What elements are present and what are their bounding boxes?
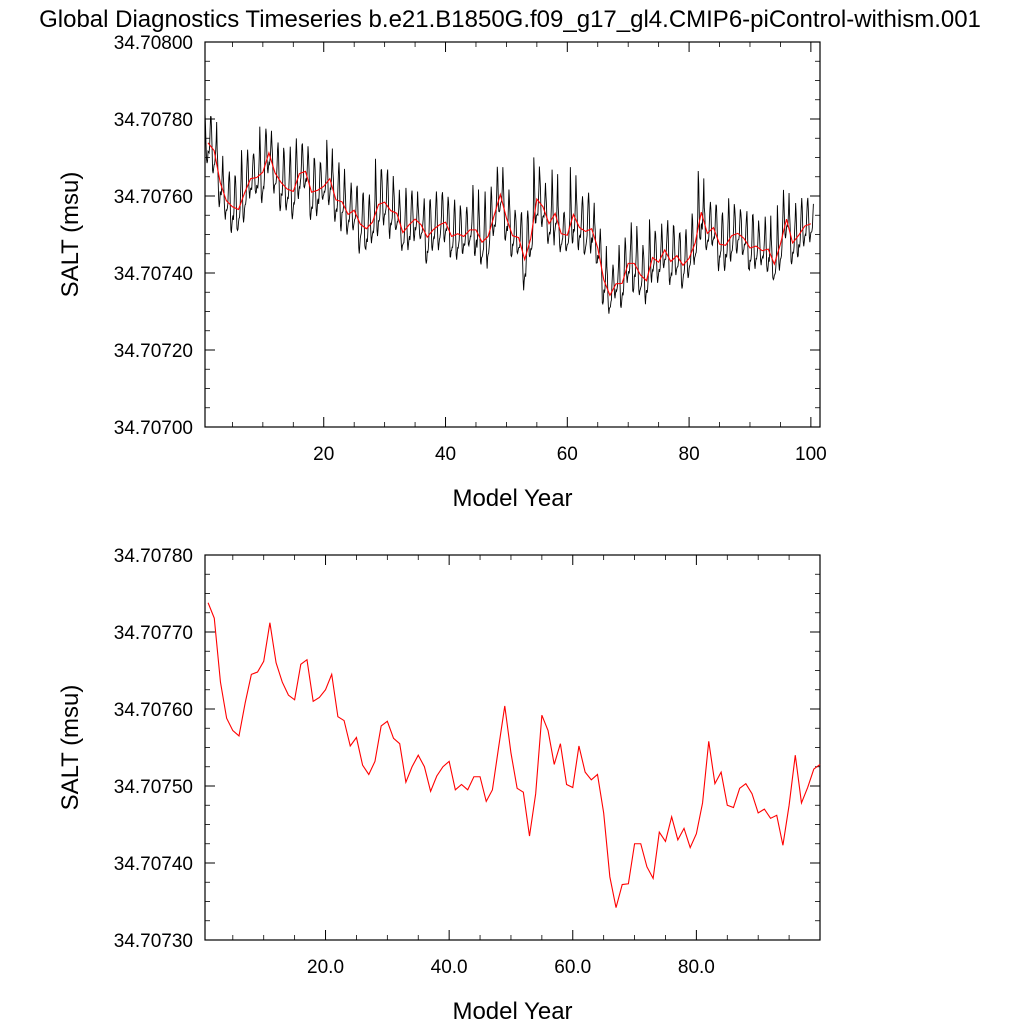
monthly-series-line: [204, 112, 814, 314]
top-panel: 34.70700 34.70720 34.70740 34.70760 34.70780…: [57, 33, 827, 512]
y-tick-label: 34.70760: [114, 700, 193, 721]
x-tick-label: 80: [679, 444, 700, 465]
x-tick-label: 100: [795, 444, 827, 465]
x-tick-label: 40: [435, 444, 456, 465]
top-y-axis-label: SALT (msu): [57, 172, 84, 298]
x-tick-label: 20: [313, 444, 334, 465]
bottom-x-axis-label: Model Year: [452, 998, 572, 1024]
y-tick-label: 34.70780: [114, 110, 193, 131]
x-tick-label: 20.0: [307, 957, 344, 978]
annual-series-line: [207, 602, 821, 908]
y-tick-label: 34.70760: [114, 187, 193, 208]
bottom-panel: 34.70730 34.70740 34.70750 34.70760 34.70770…: [57, 546, 821, 1024]
figure-title: Global Diagnostics Timeseries b.e21.B185…: [39, 6, 981, 33]
y-tick-label: 34.70730: [114, 931, 193, 952]
x-tick-label: 60.0: [554, 957, 591, 978]
y-tick-label: 34.70770: [114, 623, 193, 644]
x-tick-label: 60: [557, 444, 578, 465]
top-x-axis-label: Model Year: [452, 485, 572, 512]
y-tick-label: 34.70750: [114, 777, 193, 798]
x-tick-label: 80.0: [678, 957, 715, 978]
annual-series-line: [207, 142, 812, 297]
y-tick-label: 34.70720: [114, 341, 193, 362]
y-tick-label: 34.70740: [114, 264, 193, 285]
bottom-y-axis-label: SALT (msu): [57, 685, 84, 811]
y-tick-label: 34.70740: [114, 854, 193, 875]
y-tick-label: 34.70800: [114, 33, 193, 54]
y-tick-label: 34.70780: [114, 546, 193, 567]
x-tick-label: 40.0: [431, 957, 468, 978]
bottom-plot-frame: [204, 554, 821, 941]
y-tick-label: 34.70700: [114, 418, 193, 439]
